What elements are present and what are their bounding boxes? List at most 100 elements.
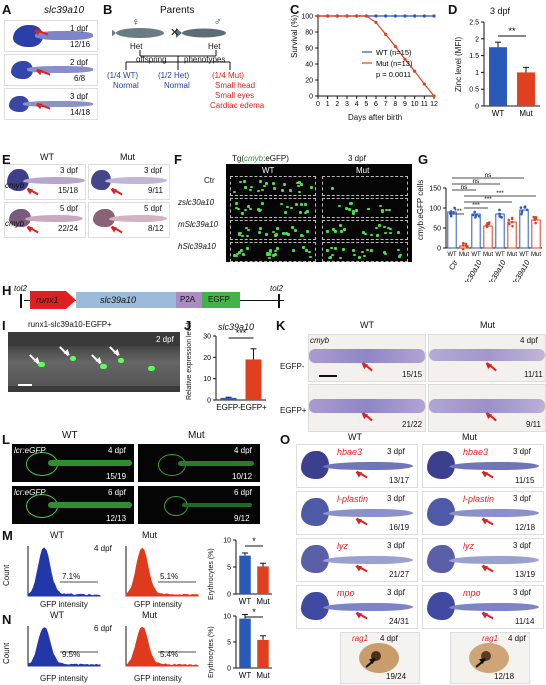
x-tick-label: EGFP-	[216, 403, 241, 412]
f-cell-image	[322, 220, 408, 240]
y-tick-label: 100	[301, 14, 313, 21]
significance: ***	[454, 208, 462, 215]
ish-image: lyz 3 dpf 13/19	[422, 538, 544, 582]
ish-image: l-plastin 3 dpf 16/19	[296, 491, 418, 535]
y-tick-label: 40	[305, 62, 313, 69]
data-point	[500, 216, 503, 219]
y-tick-label: 150	[429, 186, 441, 193]
x-tick-label: 11	[421, 101, 428, 108]
stage-label: 2 dpf	[70, 58, 88, 67]
stage-label: 3 dpf	[60, 166, 78, 175]
data-point	[520, 213, 523, 216]
x-tick-label: WT	[239, 671, 252, 680]
o-gene-label: l-plastin	[463, 494, 494, 504]
pedigree-lines	[108, 50, 248, 70]
p-value: p = 0.0011	[376, 70, 411, 79]
m-xlabel: GFP intensity	[40, 600, 88, 609]
survival-ylabel: Survival (%)	[290, 15, 299, 58]
ish-image: mpo 3 dpf 11/14	[422, 585, 544, 629]
stage-label: 3 dpf	[513, 588, 531, 597]
o-gene-label: mpo	[337, 588, 355, 598]
count-label: 15/19	[106, 472, 126, 481]
cross-symbol: ✕	[170, 26, 179, 39]
x-tick-label: Mut	[531, 252, 541, 258]
x-tick-label: EGFP+	[240, 403, 267, 412]
count-label: 11/15	[515, 476, 534, 485]
n-stage: 6 dpf	[94, 624, 112, 633]
y-tick-label: 20	[203, 355, 211, 362]
e-mut: Mut	[120, 152, 135, 162]
x-tick-label: 5	[364, 101, 368, 108]
significance: ns	[473, 178, 481, 185]
data-point	[473, 211, 476, 214]
data-point	[365, 14, 368, 17]
k-wt: WT	[360, 320, 374, 330]
phenotype-line: Cardiac edema	[210, 101, 264, 110]
data-point	[511, 221, 514, 224]
m-mut: Mut	[142, 530, 157, 540]
count-label: 9/11	[526, 420, 541, 429]
data-point	[336, 14, 339, 17]
i-image: 2 dpf	[8, 332, 180, 392]
x-tick-label: 7	[384, 101, 388, 108]
bar	[257, 640, 269, 668]
rag1-gene: rag1	[352, 634, 368, 643]
data-point	[462, 248, 465, 251]
y-tick-label: 0	[207, 398, 211, 405]
n-xlabel: GFP intensity	[40, 674, 88, 683]
data-point	[511, 217, 514, 220]
stage-label: 3 dpf	[513, 447, 531, 456]
ish-image: lyz 3 dpf 21/27	[296, 538, 418, 582]
m-ylabel: Count	[2, 565, 11, 586]
rag1-gene: rag1	[482, 634, 498, 643]
k-row-label: EGFP-	[280, 362, 304, 371]
o-wt: WT	[348, 432, 362, 442]
y-tick-label: 0.5	[469, 87, 479, 94]
data-point	[526, 208, 529, 211]
data-point	[462, 244, 465, 247]
o-gene-label: lyz	[463, 541, 474, 551]
bar	[239, 619, 251, 668]
count-label: 11/11	[524, 370, 543, 379]
count-label: 12/13	[106, 514, 126, 523]
y-tick-label: 30	[203, 334, 211, 341]
g-ylabel: cmyb:eGFP cells	[416, 180, 425, 240]
bar	[517, 72, 535, 106]
n-ylabel: Count	[2, 643, 11, 664]
data-point	[466, 245, 469, 248]
j-ylabel: Relative expression level	[186, 323, 193, 400]
data-point	[432, 14, 435, 17]
histogram	[28, 628, 100, 666]
n-erythrocyte-chart: 0 5 10 WT Mut *	[216, 608, 276, 684]
data-point	[432, 94, 435, 97]
cmyb-cells-chart: 050100150WT Mut WT Mut WT Mut WT MutCtr zslc30a1…	[418, 152, 546, 282]
count-label: 12/18	[515, 523, 535, 532]
phenotype-line: Small head	[215, 81, 255, 90]
x-tick-label: WT	[492, 109, 505, 118]
y-tick-label: 0	[227, 592, 231, 599]
data-point	[326, 14, 329, 17]
significance: ns	[461, 184, 469, 191]
m-erythrocyte-chart: 0510WT Mut*	[216, 532, 276, 610]
f-row-label: zslc30a10	[178, 198, 214, 207]
count-label: 21/22	[402, 420, 422, 429]
k-stage: 4 dpf	[520, 336, 538, 345]
count-label: 9/11	[148, 186, 163, 195]
x-tick-label: Mut	[507, 252, 517, 258]
ish-image: hbae3 3 dpf 11/15	[422, 444, 544, 488]
l-mut: Mut	[188, 430, 205, 441]
phenotype-line: Small eyes	[215, 91, 254, 100]
rag1-stage: 4 dpf	[508, 634, 526, 643]
count-label: 12/16	[70, 40, 90, 49]
rag1-stage: 4 dpf	[380, 634, 398, 643]
data-point	[384, 33, 387, 36]
significance: ***	[236, 330, 247, 338]
m-bar-ylabel: Erythrocytes (%)	[208, 548, 215, 600]
f-cell-image	[322, 198, 408, 218]
zinc-chart: 00.511.522.5WT Mut**	[460, 14, 546, 124]
y-tick-label: 10	[203, 376, 211, 383]
o-gene-label: hbae3	[463, 447, 488, 457]
stage-label: 3 dpf	[513, 541, 531, 550]
panel-label-a: A	[2, 2, 11, 17]
parents-title: Parents	[160, 5, 194, 16]
